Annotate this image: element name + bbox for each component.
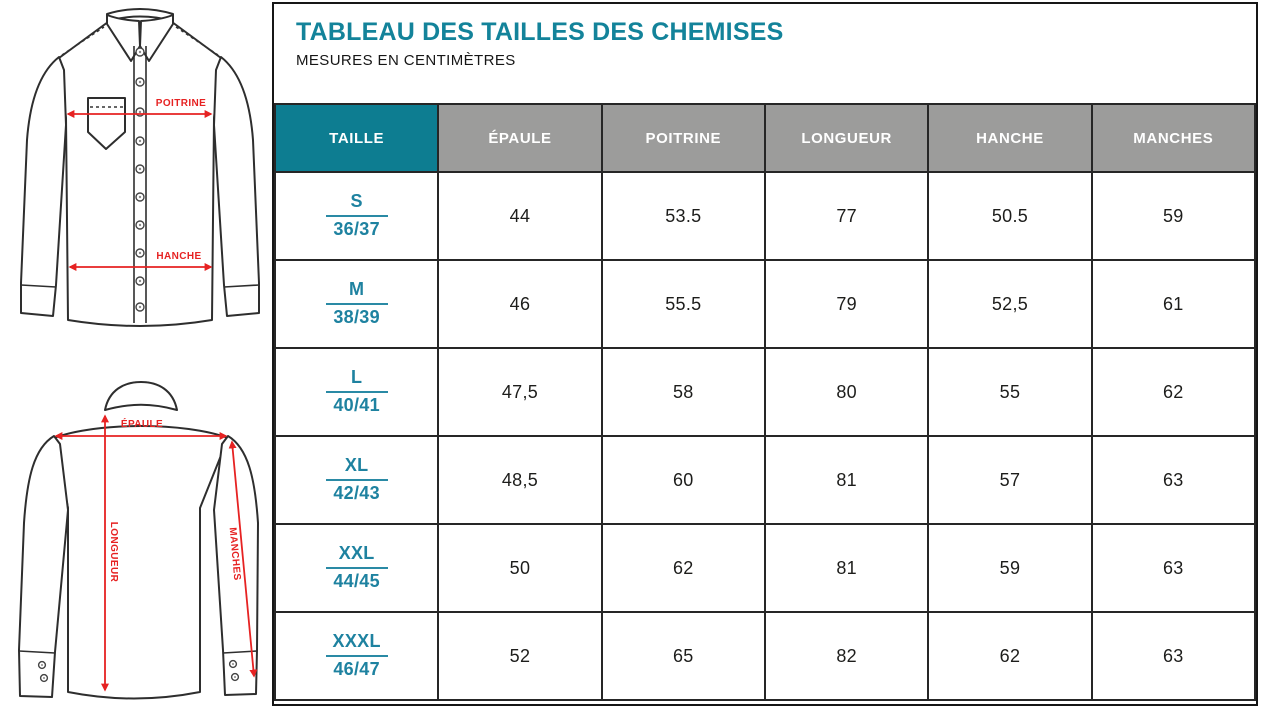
column-header-manches: MANCHES: [1090, 103, 1257, 173]
shirt-back-left-sleeve: [18, 435, 69, 698]
epaule-label: ÉPAULE: [121, 417, 163, 430]
size-table-body: S 36/37 44 53.5 77 50.5 59 M 38/39 46 55…: [273, 171, 1257, 701]
value-cell-manches: 62: [1090, 347, 1257, 437]
value-cell-hanche: 52,5: [927, 259, 1093, 349]
size-label: XL: [344, 455, 369, 476]
size-table-row: XXXL 46/47 52 65 82 62 63: [273, 611, 1257, 701]
shirt-left-sleeve: [20, 56, 67, 317]
size-fraction-line: [325, 478, 388, 481]
value-cell-epaule: 44: [437, 171, 603, 261]
value-cell-epaule: 46: [437, 259, 603, 349]
size-label: XXL: [338, 543, 375, 564]
size-fraction-line: [325, 654, 388, 657]
size-eu-label: 40/41: [333, 394, 380, 415]
size-cell: S 36/37: [273, 171, 440, 261]
value-cell-hanche: 55: [927, 347, 1093, 437]
size-table-row: S 36/37 44 53.5 77 50.5 59: [273, 171, 1257, 261]
shirt-right-sleeve: [213, 56, 260, 317]
size-label: L: [351, 367, 363, 388]
value-cell-longueur: 82: [763, 611, 930, 701]
manches-arrow: [228, 440, 258, 678]
size-eu-label: 44/45: [333, 570, 380, 591]
size-eu-label: 42/43: [333, 482, 380, 503]
value-cell-poitrine: 65: [600, 611, 766, 701]
button-placket: [133, 46, 147, 323]
value-cell-longueur: 81: [763, 435, 930, 525]
size-cell: L 40/41: [273, 347, 440, 437]
value-cell-epaule: 52: [437, 611, 603, 701]
size-fraction-line: [325, 390, 388, 393]
shirt-back-body: [53, 425, 229, 700]
size-eu-label: 46/47: [333, 658, 380, 679]
size-cell: M 38/39: [273, 259, 440, 349]
size-chart-panel: TABLEAU DES TAILLES DES CHEMISES MESURES…: [272, 2, 1258, 706]
value-cell-epaule: 50: [437, 523, 603, 613]
value-cell-poitrine: 55.5: [600, 259, 766, 349]
value-cell-manches: 59: [1090, 171, 1257, 261]
value-cell-manches: 63: [1090, 435, 1257, 525]
value-cell-manches: 63: [1090, 611, 1257, 701]
value-cell-poitrine: 62: [600, 523, 766, 613]
page-subtitle: MESURES EN CENTIMÈTRES: [296, 51, 516, 69]
size-cell: XXL 44/45: [273, 523, 440, 613]
size-table-row: XXL 44/45 50 62 81 59 63: [273, 523, 1257, 613]
longueur-label: LONGUEUR: [108, 522, 119, 583]
back-collar: [104, 381, 178, 411]
column-header-poitrine: POITRINE: [600, 103, 766, 173]
value-cell-longueur: 81: [763, 523, 930, 613]
shirt-front-diagram: POITRINE HANCHE: [20, 8, 260, 327]
size-fraction-line: [325, 302, 388, 305]
value-cell-epaule: 48,5: [437, 435, 603, 525]
size-table: TAILLE ÉPAULE POITRINE LONGUEUR HANCHE M…: [273, 103, 1257, 701]
shoulder-seams: [61, 26, 219, 56]
value-cell-hanche: 57: [927, 435, 1093, 525]
size-label: S: [350, 191, 363, 212]
page-title: TABLEAU DES TAILLES DES CHEMISES: [296, 18, 784, 46]
column-header-hanche: HANCHE: [927, 103, 1093, 173]
value-cell-longueur: 79: [763, 259, 930, 349]
value-cell-poitrine: 58: [600, 347, 766, 437]
size-cell: XXXL 46/47: [273, 611, 440, 701]
column-header-longueur: LONGUEUR: [763, 103, 930, 173]
size-eu-label: 36/37: [333, 218, 380, 239]
value-cell-hanche: 50.5: [927, 171, 1093, 261]
size-table-row: L 40/41 47,5 58 80 55 62: [273, 347, 1257, 437]
size-fraction-line: [325, 214, 388, 217]
size-fraction-line: [325, 566, 388, 569]
value-cell-epaule: 47,5: [437, 347, 603, 437]
size-table-header: TAILLE ÉPAULE POITRINE LONGUEUR HANCHE M…: [273, 103, 1257, 173]
column-header-taille: TAILLE: [273, 103, 440, 173]
size-cell: XL 42/43: [273, 435, 440, 525]
value-cell-hanche: 59: [927, 523, 1093, 613]
value-cell-poitrine: 60: [600, 435, 766, 525]
value-cell-hanche: 62: [927, 611, 1093, 701]
shirt-back-diagram: ÉPAULE LONGUEUR MANCHES: [18, 381, 259, 700]
size-label: M: [349, 279, 365, 300]
value-cell-longueur: 80: [763, 347, 930, 437]
value-cell-poitrine: 53.5: [600, 171, 766, 261]
size-label: XXXL: [332, 631, 381, 652]
column-header-epaule: ÉPAULE: [437, 103, 603, 173]
size-table-row: M 38/39 46 55.5 79 52,5 61: [273, 259, 1257, 349]
size-table-row: XL 42/43 48,5 60 81 57 63: [273, 435, 1257, 525]
value-cell-manches: 61: [1090, 259, 1257, 349]
value-cell-longueur: 77: [763, 171, 930, 261]
poitrine-label: POITRINE: [156, 98, 206, 109]
hanche-label: HANCHE: [156, 251, 201, 262]
value-cell-manches: 63: [1090, 523, 1257, 613]
title-block: TABLEAU DES TAILLES DES CHEMISES MESURES…: [274, 4, 1256, 103]
size-eu-label: 38/39: [333, 306, 380, 327]
